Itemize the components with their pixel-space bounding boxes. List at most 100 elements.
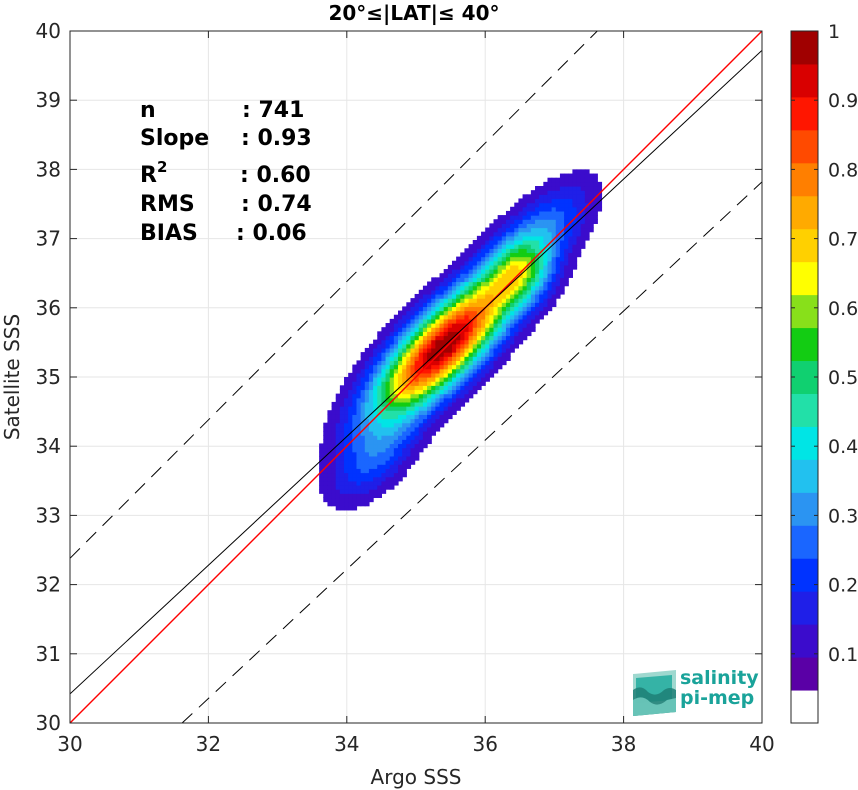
density-cell <box>547 181 553 187</box>
density-cell <box>530 318 536 324</box>
density-cell <box>551 289 557 295</box>
density-cell <box>352 493 358 499</box>
density-cell <box>472 335 478 341</box>
density-cell <box>406 314 412 320</box>
density-cell <box>543 298 549 303</box>
density-cell <box>547 235 553 241</box>
density-cell <box>493 314 499 320</box>
density-cell <box>505 331 511 337</box>
density-cell <box>543 281 549 287</box>
density-cell <box>505 244 511 249</box>
density-cell <box>398 406 403 411</box>
stat-value: : 0.74 <box>241 192 312 217</box>
density-cell <box>443 327 449 332</box>
density-cell <box>414 314 420 320</box>
density-cell <box>501 298 507 303</box>
density-cell <box>418 372 424 378</box>
density-cell <box>464 368 470 374</box>
y-tick-label: 30 <box>36 711 61 735</box>
density-cell <box>547 248 553 254</box>
density-cell <box>402 472 407 478</box>
density-cell <box>427 418 432 424</box>
density-cell <box>510 210 515 216</box>
density-cell <box>559 210 565 216</box>
density-cell <box>385 368 391 374</box>
density-cell <box>373 343 378 349</box>
density-cell <box>344 414 349 420</box>
density-cell <box>439 364 445 370</box>
density-cell <box>348 393 353 399</box>
density-cell <box>555 248 561 254</box>
density-cell <box>339 414 345 420</box>
density-cell <box>373 347 378 353</box>
density-cell <box>339 397 345 403</box>
density-cell <box>356 472 362 478</box>
density-cell <box>456 264 461 270</box>
density-cell <box>368 397 374 403</box>
density-cell <box>414 385 420 391</box>
density-cell <box>398 426 403 432</box>
y-tick-label: 33 <box>36 503 61 527</box>
density-cell <box>439 298 445 303</box>
density-cell <box>418 314 424 320</box>
density-cell <box>547 210 553 216</box>
density-cell <box>360 472 366 478</box>
density-cell <box>356 393 362 399</box>
density-cell <box>352 418 358 424</box>
density-cell <box>385 381 391 386</box>
density-cell <box>327 410 333 415</box>
density-cell <box>377 368 382 374</box>
density-cell <box>398 455 403 461</box>
density-cell <box>418 406 424 411</box>
density-cell <box>589 194 594 200</box>
density-cell <box>431 306 436 312</box>
density-cell <box>335 468 341 474</box>
density-cell <box>555 198 561 204</box>
density-cell <box>344 489 349 494</box>
density-cell <box>377 489 382 494</box>
density-cell <box>501 239 507 245</box>
density-cell <box>572 256 578 262</box>
density-cell <box>481 310 486 316</box>
colorbar-segment <box>791 657 818 691</box>
density-cell <box>422 302 428 308</box>
density-cell <box>435 306 441 312</box>
density-cell <box>414 310 420 316</box>
density-cell <box>526 223 532 229</box>
density-cell <box>501 273 507 278</box>
density-cell <box>456 335 461 341</box>
density-cell <box>535 264 540 270</box>
density-cell <box>514 293 520 299</box>
density-cell <box>352 443 358 449</box>
density-cell <box>456 306 461 312</box>
density-cell <box>431 310 436 316</box>
density-cell <box>456 318 461 324</box>
density-cell <box>505 289 511 295</box>
density-cell <box>559 215 565 220</box>
density-cell <box>352 410 358 415</box>
density-cell <box>393 414 399 420</box>
density-cell <box>435 377 441 382</box>
density-cell <box>385 426 391 432</box>
density-cell <box>389 451 395 457</box>
density-cell <box>360 406 366 411</box>
density-cell <box>339 385 345 391</box>
density-cell <box>364 464 370 469</box>
density-cell <box>456 289 461 295</box>
density-cell <box>451 327 457 332</box>
density-cell <box>476 273 482 278</box>
density-cell <box>493 331 499 337</box>
density-cell <box>468 277 474 283</box>
density-cell <box>522 235 528 241</box>
density-cell <box>522 198 528 204</box>
density-cell <box>460 269 466 274</box>
density-cell <box>559 277 565 283</box>
density-cell <box>505 293 511 299</box>
density-cell <box>439 352 445 357</box>
density-cell <box>493 298 499 303</box>
density-cell <box>522 335 528 341</box>
density-cell <box>364 381 370 386</box>
density-cell <box>323 472 329 478</box>
density-cell <box>551 277 557 283</box>
density-cell <box>472 289 478 295</box>
